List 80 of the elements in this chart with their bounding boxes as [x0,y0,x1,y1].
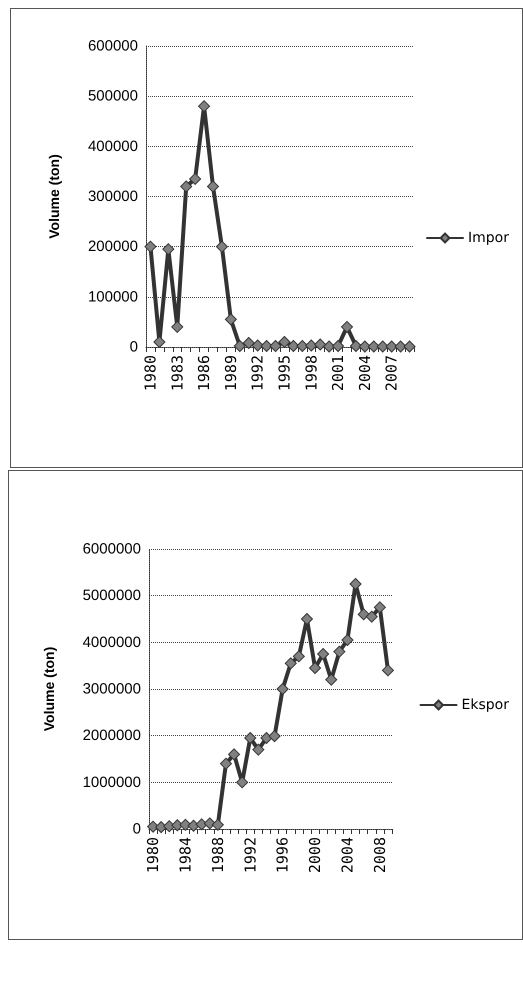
x-tick-label: 1980 [141,355,160,392]
x-tick-label: 1986 [195,355,214,392]
point [314,338,326,350]
x-tick-label: 1983 [168,355,186,392]
point [198,100,210,112]
point [244,732,256,744]
point [366,610,378,623]
y-axis-title: Volume (ton) [41,646,57,732]
point [332,340,344,352]
point [382,664,394,676]
point [162,243,174,256]
point [358,608,370,620]
point [180,180,192,192]
y-tick-label: 200000 [88,238,138,256]
point [317,648,330,660]
point [171,819,184,832]
y-tick-label: 400000 [88,138,138,155]
x-tick-label: 1998 [302,355,320,392]
point [144,240,156,253]
point [212,818,224,831]
y-tick-label: 1000000 [82,774,141,791]
y-tick-label: 4000000 [82,634,141,651]
point [278,336,290,348]
point [268,730,281,742]
point [270,340,282,352]
point [207,180,219,192]
point [228,748,240,760]
x-tick-label: 2004 [356,355,374,392]
y-tick-label: 2000000 [82,727,141,744]
x-tick-label: 1992 [248,355,267,392]
x-tick-label: 1989 [222,355,240,392]
point [252,744,264,756]
x-tick-label: 2000 [306,837,324,874]
point [234,340,246,352]
y-tick-label: 6000000 [82,540,141,558]
point [292,650,305,662]
y-tick-label: 600000 [88,38,138,54]
point [216,240,228,253]
point [252,339,264,352]
y-tick-label: 500000 [88,88,138,105]
x-tick-label: 1984 [176,837,194,874]
x-tick-label: 1995 [275,355,294,392]
x-tick-label: 2001 [329,355,348,392]
y-axis-title: Volume (ton) [46,154,62,239]
point [153,336,166,348]
point [333,646,346,658]
legend-label: Ekspor [462,697,510,713]
point [242,336,255,349]
x-tick-label: 1996 [274,837,292,874]
point [374,601,386,614]
x-tick-label: 1980 [144,837,162,874]
y-tick-label: 0 [130,338,138,356]
point [341,634,354,646]
point [236,776,248,788]
y-tick-label: 5000000 [82,587,141,604]
point [196,818,208,830]
y-tick-label: 100000 [88,288,138,306]
point [309,662,322,674]
point [341,320,353,333]
point [300,613,313,625]
point [404,340,416,352]
point [350,340,362,352]
point [220,758,232,770]
point [284,657,297,670]
x-tick-label: 2007 [382,355,401,392]
x-tick-label: 2008 [370,837,389,874]
point [276,683,289,695]
x-tick-label: 2004 [338,837,356,874]
point [224,313,237,326]
point [171,320,184,333]
x-tick-label: 1992 [241,837,260,874]
point [189,172,202,185]
y-tick-label: 0 [132,820,141,838]
legend-label: Impor [468,230,510,246]
y-tick-label: 3000000 [82,680,141,698]
point [260,732,272,744]
y-tick-label: 300000 [88,188,138,205]
point [325,674,338,686]
x-tick-label: 1988 [208,837,227,874]
point [350,578,362,590]
